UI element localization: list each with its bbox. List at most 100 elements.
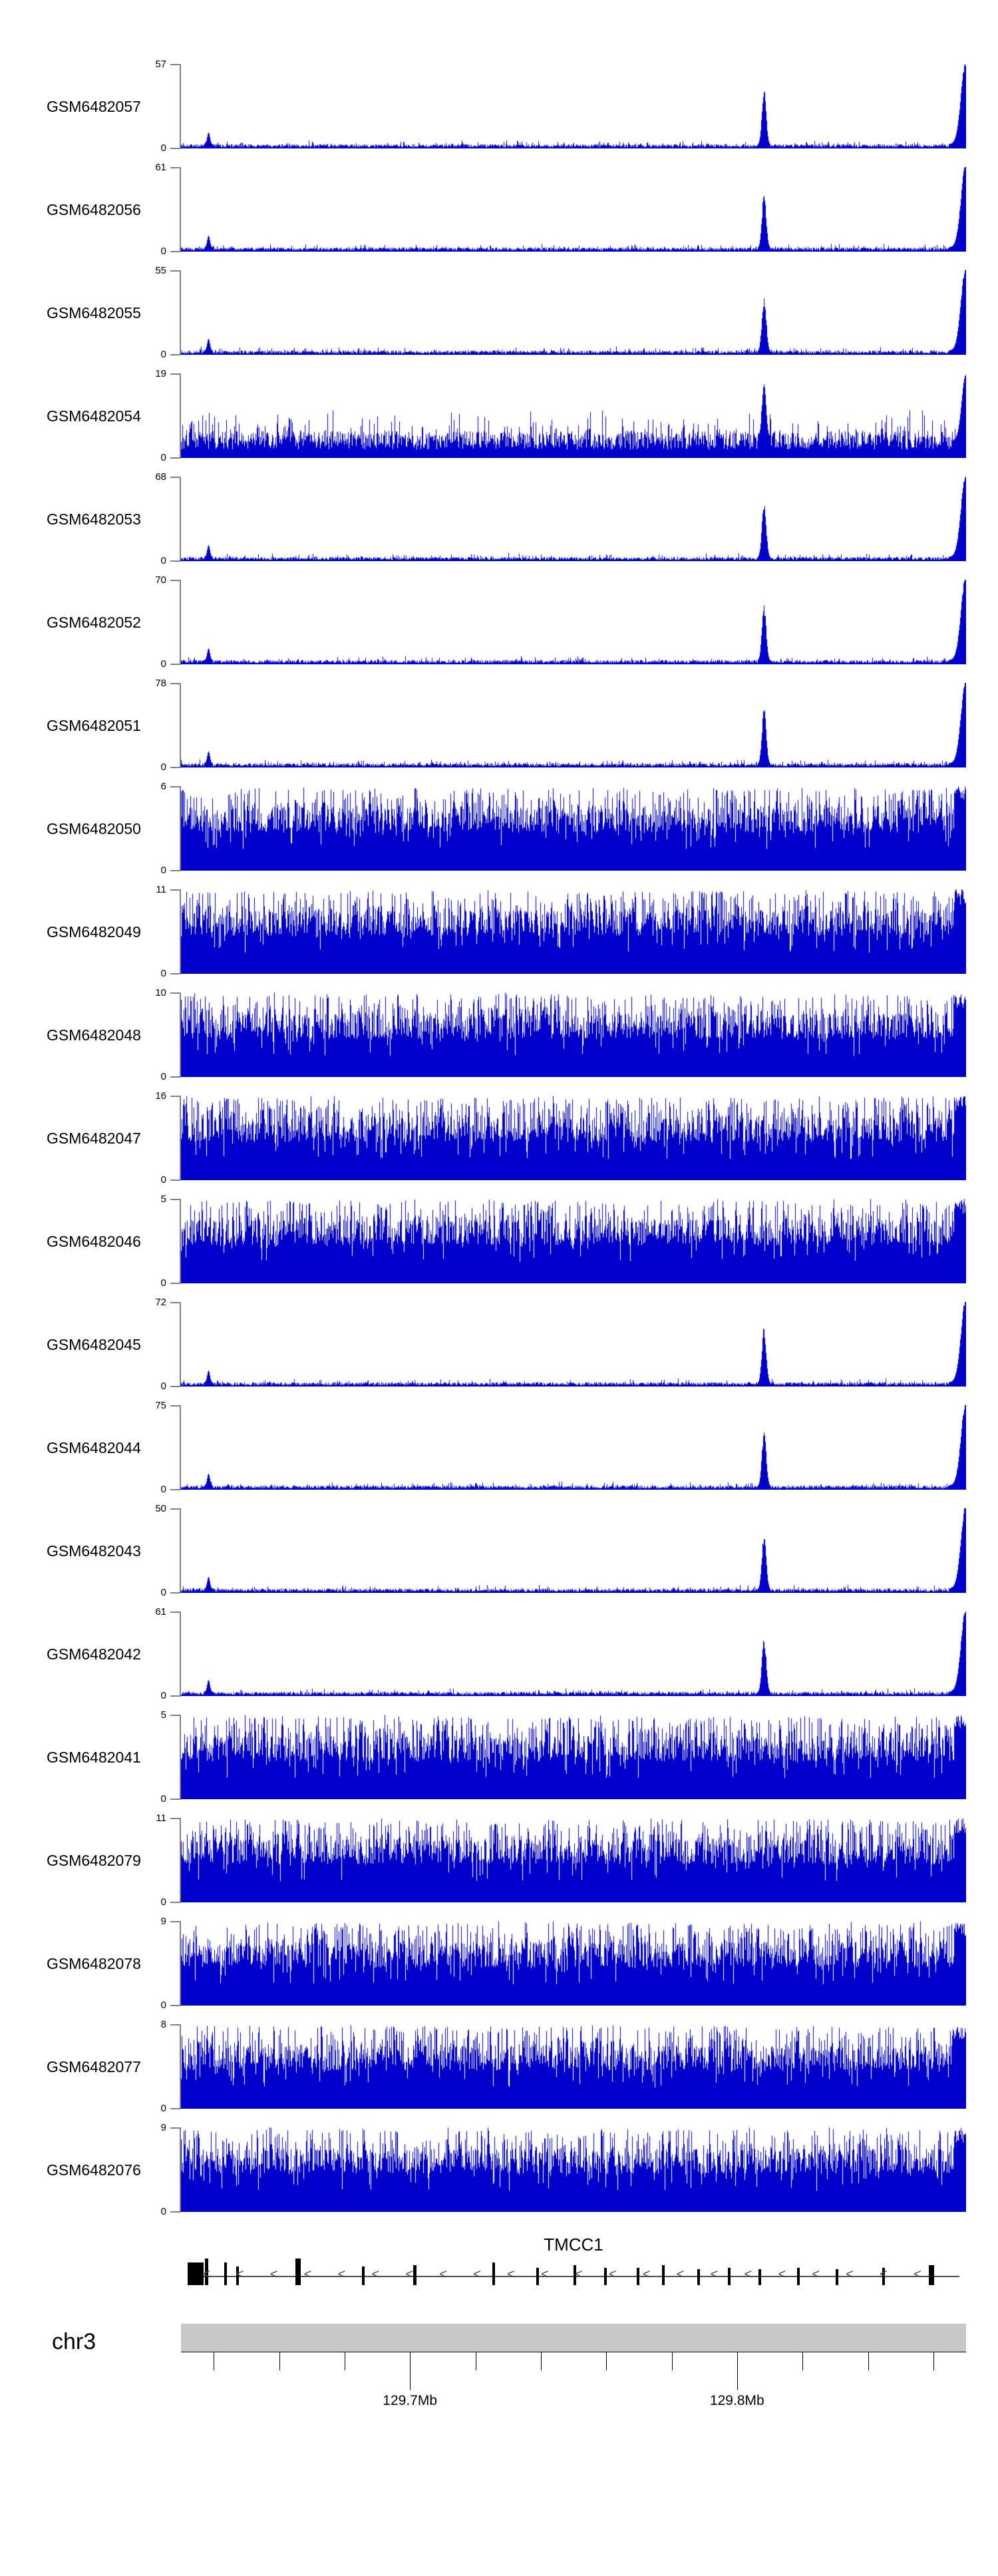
track-sample-label: GSM6482042 bbox=[47, 1645, 141, 1663]
gene-strand-arrow-icon: < bbox=[812, 2267, 820, 2282]
coverage-track: GSM6482042 61 0 bbox=[0, 1607, 998, 1715]
coverage-data-panel bbox=[181, 373, 966, 458]
coverage-data-panel bbox=[181, 1611, 966, 1696]
coverage-track: GSM6482043 50 0 bbox=[0, 1504, 998, 1611]
y-axis-max-label: 78 bbox=[155, 678, 166, 689]
coverage-data-panel bbox=[181, 1508, 966, 1593]
coverage-track: GSM6482076 9 0 bbox=[0, 2123, 998, 2231]
coverage-data-panel bbox=[181, 1818, 966, 1902]
y-axis-max-label: 5 bbox=[160, 1709, 166, 1721]
y-axis-min-label: 0 bbox=[160, 555, 166, 566]
coverage-data-panel bbox=[181, 270, 966, 355]
coverage-data-panel bbox=[181, 2127, 966, 2212]
coverage-data-panel bbox=[181, 1715, 966, 1799]
gene-strand-arrow-icon: < bbox=[710, 2267, 719, 2282]
coverage-data-panel bbox=[181, 992, 966, 1077]
coverage-track: GSM6482050 6 0 bbox=[0, 781, 998, 889]
y-axis-min-label: 0 bbox=[160, 1174, 166, 1185]
axis-minor-tick bbox=[671, 2352, 673, 2370]
y-axis-max-label: 11 bbox=[156, 884, 166, 895]
y-axis-max-label: 19 bbox=[155, 368, 166, 379]
coverage-data-panel bbox=[181, 1096, 966, 1180]
track-sample-label: GSM6482049 bbox=[47, 923, 141, 941]
axis-tick-label: 129.8Mb bbox=[709, 2393, 764, 2408]
coverage-data-panel bbox=[181, 1302, 966, 1387]
y-axis-min-label: 0 bbox=[160, 1793, 166, 1805]
coverage-track: GSM6482052 70 0 bbox=[0, 575, 998, 683]
gene-strand-arrow-icon: < bbox=[778, 2267, 786, 2282]
track-sample-label: GSM6482043 bbox=[47, 1542, 141, 1560]
coverage-track: GSM6482078 9 0 bbox=[0, 1916, 998, 2024]
gene-strand-arrow-icon: < bbox=[880, 2267, 888, 2282]
track-sample-label: GSM6482041 bbox=[47, 1748, 141, 1766]
gene-strand-arrow-icon: < bbox=[473, 2267, 481, 2282]
coverage-track: GSM6482055 55 0 bbox=[0, 266, 998, 373]
gene-strand-arrow-icon: < bbox=[914, 2267, 921, 2282]
axis-major-tick bbox=[737, 2352, 739, 2390]
y-axis-min-label: 0 bbox=[160, 658, 166, 670]
coverage-data-panel bbox=[181, 167, 966, 252]
y-axis-max-label: 50 bbox=[155, 1503, 166, 1514]
axis-minor-tick bbox=[933, 2352, 935, 2370]
track-sample-label: GSM6482077 bbox=[47, 2057, 141, 2075]
track-sample-label: GSM6482078 bbox=[47, 1954, 141, 1972]
axis-minor-tick bbox=[606, 2352, 607, 2370]
axis-minor-tick bbox=[868, 2352, 869, 2370]
coverage-track: GSM6482045 72 0 bbox=[0, 1297, 998, 1405]
coverage-track: GSM6482048 10 0 bbox=[0, 988, 998, 1096]
ideogram-bar[interactable] bbox=[181, 2324, 966, 2352]
track-sample-label: GSM6482046 bbox=[47, 1232, 141, 1250]
y-axis-max-label: 72 bbox=[155, 1297, 166, 1308]
y-axis-max-label: 61 bbox=[155, 1606, 166, 1617]
coverage-track: GSM6482049 11 0 bbox=[0, 885, 998, 992]
gene-strand-arrow-icon: < bbox=[269, 2267, 278, 2282]
gene-strand-arrow-icon: < bbox=[541, 2267, 549, 2282]
gene-strand-arrow-icon: < bbox=[439, 2267, 448, 2282]
gene-exon bbox=[236, 2266, 240, 2285]
y-axis-max-label: 9 bbox=[160, 2122, 166, 2133]
coverage-data-panel bbox=[181, 1405, 966, 1490]
gene-exon bbox=[797, 2268, 800, 2285]
gene-strand-arrow-icon: < bbox=[405, 2267, 414, 2282]
track-sample-label: GSM6482076 bbox=[47, 2161, 141, 2179]
y-axis-min-label: 0 bbox=[160, 761, 166, 773]
gene-exon bbox=[928, 2265, 934, 2285]
coverage-track: GSM6482041 5 0 bbox=[0, 1710, 998, 1818]
coverage-data-panel bbox=[181, 786, 966, 871]
track-sample-label: GSM6482051 bbox=[47, 716, 141, 734]
gene-strand-arrow-icon: < bbox=[744, 2267, 752, 2282]
y-axis-min-label: 0 bbox=[160, 2000, 166, 2011]
axis-tick-label: 129.7Mb bbox=[383, 2393, 438, 2408]
gene-exon bbox=[604, 2268, 607, 2285]
y-axis-min-label: 0 bbox=[160, 246, 166, 257]
track-sample-label: GSM6482055 bbox=[47, 304, 141, 322]
y-axis-min-label: 0 bbox=[160, 2206, 166, 2217]
coverage-data-panel bbox=[181, 1199, 966, 1283]
coverage-track: GSM6482047 16 0 bbox=[0, 1091, 998, 1199]
y-axis-max-label: 70 bbox=[155, 574, 166, 586]
track-sample-label: GSM6482057 bbox=[47, 97, 141, 115]
gene-annotation-track[interactable]: TMCC1 < < < < < < < < < < < < < < < < < < < < < < bbox=[0, 2235, 998, 2308]
track-sample-label: GSM6482079 bbox=[47, 1851, 141, 1869]
coverage-track: GSM6482057 57 0 bbox=[0, 59, 998, 167]
coverage-track: GSM6482056 61 0 bbox=[0, 162, 998, 270]
coverage-data-panel bbox=[181, 64, 966, 148]
gene-exon bbox=[697, 2269, 700, 2285]
coverage-track: GSM6482044 75 0 bbox=[0, 1400, 998, 1508]
y-axis-max-label: 5 bbox=[160, 1193, 166, 1205]
coverage-track: GSM6482053 68 0 bbox=[0, 472, 998, 580]
y-axis-max-label: 61 bbox=[155, 162, 166, 173]
gene-exon bbox=[536, 2268, 540, 2285]
gene-exon bbox=[574, 2265, 576, 2285]
y-axis-min-label: 0 bbox=[160, 1587, 166, 1598]
coverage-track: GSM6482077 8 0 bbox=[0, 2020, 998, 2127]
coverage-data-panel bbox=[181, 477, 966, 561]
y-axis-max-label: 6 bbox=[160, 781, 166, 792]
genome-axis: chr3 129.7Mb 129.8Mb bbox=[0, 2318, 998, 2425]
gene-strand-arrow-icon: < bbox=[303, 2267, 312, 2282]
axis-minor-tick bbox=[540, 2352, 542, 2370]
track-sample-label: GSM6482044 bbox=[47, 1438, 141, 1456]
gene-strand-arrow-icon: < bbox=[846, 2267, 854, 2282]
gene-exon bbox=[362, 2266, 365, 2285]
coverage-track: GSM6482079 11 0 bbox=[0, 1813, 998, 1921]
